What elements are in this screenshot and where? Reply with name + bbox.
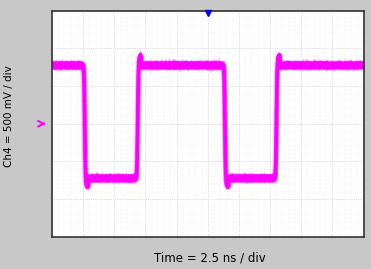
Text: Time = 2.5 ns / div: Time = 2.5 ns / div <box>154 252 266 265</box>
Text: Ch4 = 500 mV / div: Ch4 = 500 mV / div <box>4 65 14 167</box>
